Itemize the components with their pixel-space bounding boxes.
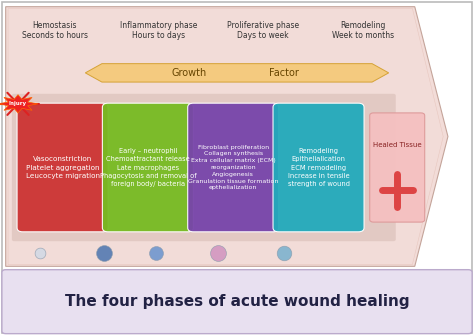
Point [100, 250, 108, 256]
Text: Week to months: Week to months [331, 31, 394, 40]
Text: Fibroblast proliferation
Collagen synthesis
Extra cellular matrix (ECM)
reorgani: Fibroblast proliferation Collagen synthe… [188, 145, 278, 190]
Text: Hours to days: Hours to days [132, 31, 185, 40]
Text: Early – neutrophil
Chemoattractant release
Late macrophages
Phagocytosis and rem: Early – neutrophil Chemoattractant relea… [100, 148, 196, 187]
Text: Days to week: Days to week [237, 31, 289, 40]
Text: Remodeling: Remodeling [340, 21, 385, 30]
Point [36, 250, 44, 256]
FancyBboxPatch shape [12, 94, 396, 241]
Text: Growth: Growth [172, 68, 207, 78]
Text: Healed Tissue: Healed Tissue [373, 142, 421, 148]
Text: Vasoconstriction
Platelet aggregation
Leucocyte migration: Vasoconstriction Platelet aggregation Le… [26, 156, 100, 179]
FancyBboxPatch shape [17, 103, 108, 232]
FancyBboxPatch shape [102, 103, 193, 232]
FancyBboxPatch shape [2, 270, 472, 334]
Point [153, 250, 160, 256]
Point [281, 250, 288, 256]
FancyBboxPatch shape [188, 103, 279, 232]
FancyBboxPatch shape [2, 2, 472, 333]
Text: Factor: Factor [269, 68, 300, 78]
Polygon shape [6, 7, 448, 266]
Text: Remodeling
Epithelialication
ECM remodeling
Increase in tensile
strength of woun: Remodeling Epithelialication ECM remodel… [288, 148, 349, 187]
FancyBboxPatch shape [370, 113, 425, 222]
Text: Proliferative phase: Proliferative phase [227, 21, 299, 30]
Text: Inflammatory phase: Inflammatory phase [120, 21, 198, 30]
FancyBboxPatch shape [273, 103, 364, 232]
Text: Seconds to hours: Seconds to hours [21, 31, 88, 40]
Text: Hemostasis: Hemostasis [32, 21, 77, 30]
Text: The four phases of acute wound healing: The four phases of acute wound healing [64, 294, 410, 309]
Point [214, 250, 222, 256]
Polygon shape [0, 95, 38, 113]
Polygon shape [85, 64, 389, 82]
Text: Injury: Injury [9, 102, 27, 106]
